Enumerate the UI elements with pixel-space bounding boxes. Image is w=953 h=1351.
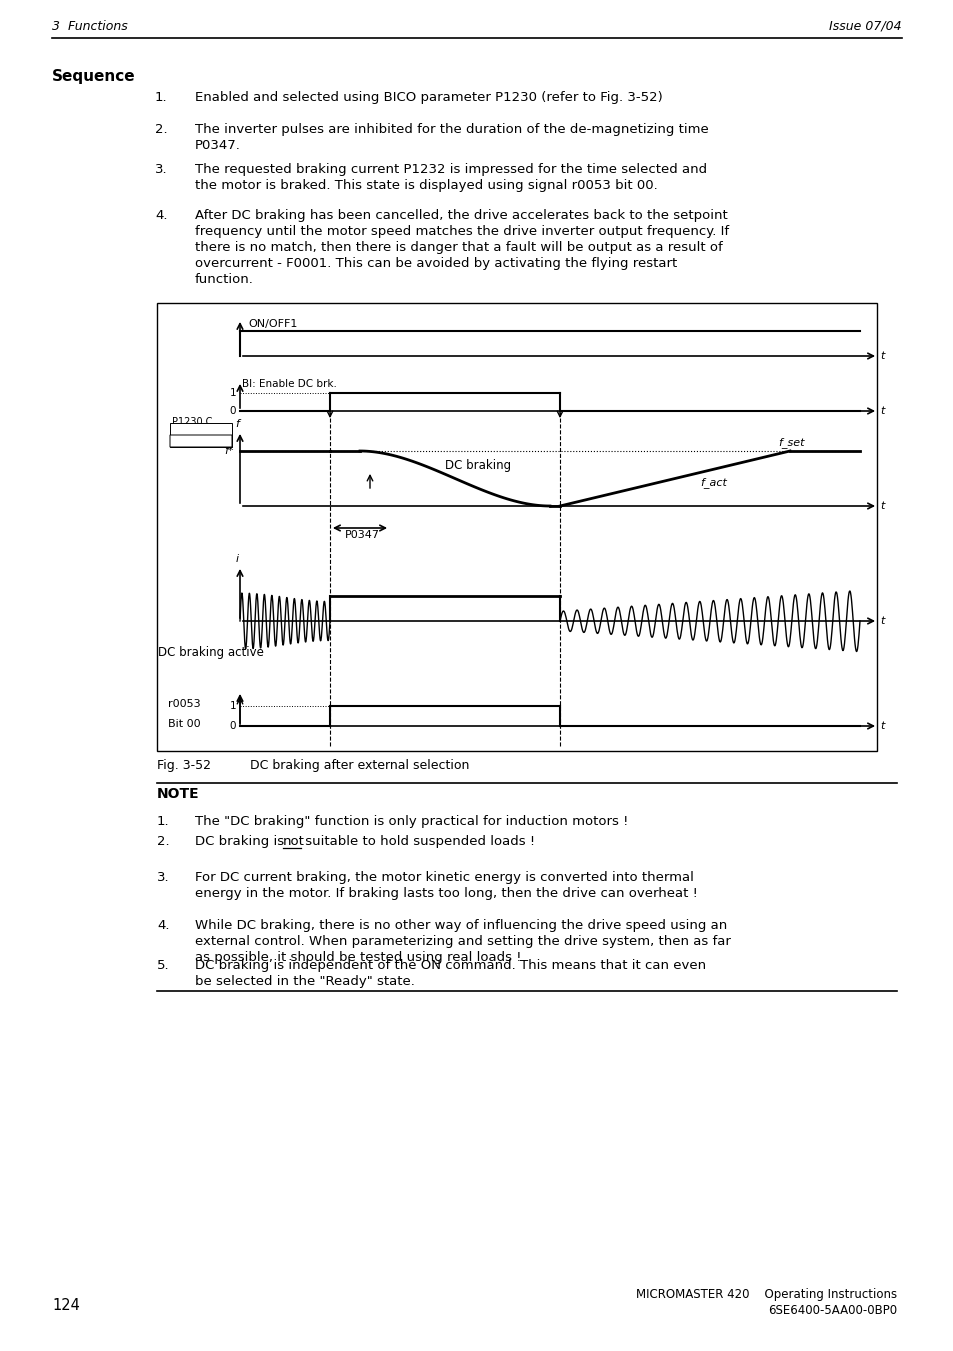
Text: t: t bbox=[879, 616, 883, 626]
Text: f: f bbox=[234, 419, 238, 430]
Text: 3.: 3. bbox=[154, 163, 168, 176]
FancyBboxPatch shape bbox=[170, 435, 232, 447]
Text: 6SE6400-5AA00-0BP0: 6SE6400-5AA00-0BP0 bbox=[767, 1304, 896, 1317]
Text: 4.: 4. bbox=[157, 919, 170, 932]
Text: The requested braking current P1232 is impressed for the time selected and: The requested braking current P1232 is i… bbox=[194, 163, 706, 176]
Text: Sequence: Sequence bbox=[52, 69, 135, 84]
Text: be selected in the "Ready" state.: be selected in the "Ready" state. bbox=[194, 975, 415, 988]
Text: t: t bbox=[879, 407, 883, 416]
Text: t: t bbox=[879, 351, 883, 361]
Text: energy in the motor. If braking lasts too long, then the drive can overheat !: energy in the motor. If braking lasts to… bbox=[194, 888, 698, 900]
Text: DC braking is independent of the ON command. This means that it can even: DC braking is independent of the ON comm… bbox=[194, 959, 705, 971]
Text: f_set: f_set bbox=[778, 438, 803, 449]
Text: 2.: 2. bbox=[154, 123, 168, 136]
Text: DC braking: DC braking bbox=[444, 459, 511, 471]
Text: 4.: 4. bbox=[154, 209, 168, 222]
Text: overcurrent - F0001. This can be avoided by activating the flying restart: overcurrent - F0001. This can be avoided… bbox=[194, 257, 677, 270]
Text: DC braking active: DC braking active bbox=[158, 646, 264, 659]
Text: Enabled and selected using BICO parameter P1230 (refer to Fig. 3-52): Enabled and selected using BICO paramete… bbox=[194, 91, 662, 104]
Text: t: t bbox=[879, 501, 883, 511]
Text: DC braking is: DC braking is bbox=[194, 835, 288, 848]
Text: After DC braking has been cancelled, the drive accelerates back to the setpoint: After DC braking has been cancelled, the… bbox=[194, 209, 727, 222]
Text: MICROMASTER 420    Operating Instructions: MICROMASTER 420 Operating Instructions bbox=[636, 1288, 896, 1301]
Text: suitable to hold suspended loads !: suitable to hold suspended loads ! bbox=[301, 835, 535, 848]
Text: 0: 0 bbox=[230, 407, 235, 416]
Text: function.: function. bbox=[194, 273, 253, 286]
Text: the motor is braked. This state is displayed using signal r0053 bit 00.: the motor is braked. This state is displ… bbox=[194, 178, 657, 192]
Text: as possible, it should be tested using real loads !: as possible, it should be tested using r… bbox=[194, 951, 521, 965]
Text: f_act: f_act bbox=[700, 477, 726, 488]
Text: 1.: 1. bbox=[157, 815, 170, 828]
Text: BI: Enable DC brk.: BI: Enable DC brk. bbox=[242, 380, 336, 389]
Text: (0:0): (0:0) bbox=[182, 431, 205, 440]
Text: P0347: P0347 bbox=[344, 530, 379, 540]
Text: DC braking after external selection: DC braking after external selection bbox=[250, 759, 469, 771]
Bar bbox=[157, 303, 876, 751]
Bar bbox=[170, 435, 232, 447]
Text: The "DC braking" function is only practical for induction motors !: The "DC braking" function is only practi… bbox=[194, 815, 628, 828]
Text: frequency until the motor speed matches the drive inverter output frequency. If: frequency until the motor speed matches … bbox=[194, 226, 728, 238]
Text: 1: 1 bbox=[229, 701, 235, 711]
Text: Bit 00: Bit 00 bbox=[168, 719, 200, 730]
Text: 3.: 3. bbox=[157, 871, 170, 884]
Text: not: not bbox=[283, 835, 305, 848]
Text: 3  Functions: 3 Functions bbox=[52, 19, 128, 32]
Text: r0053: r0053 bbox=[168, 698, 200, 709]
Text: While DC braking, there is no other way of influencing the drive speed using an: While DC braking, there is no other way … bbox=[194, 919, 726, 932]
Text: external control. When parameterizing and setting the drive system, then as far: external control. When parameterizing an… bbox=[194, 935, 730, 948]
Text: P1230.C: P1230.C bbox=[172, 417, 213, 427]
Text: 1: 1 bbox=[229, 388, 235, 399]
Text: i: i bbox=[235, 554, 238, 563]
Text: Issue 07/04: Issue 07/04 bbox=[828, 19, 901, 32]
Text: ON/OFF1: ON/OFF1 bbox=[248, 319, 297, 330]
Text: 2.: 2. bbox=[157, 835, 170, 848]
Bar bbox=[170, 423, 232, 435]
Text: Fig. 3-52: Fig. 3-52 bbox=[157, 759, 211, 771]
Text: f*: f* bbox=[224, 446, 233, 457]
Text: The inverter pulses are inhibited for the duration of the de-magnetizing time: The inverter pulses are inhibited for th… bbox=[194, 123, 708, 136]
Text: NOTE: NOTE bbox=[157, 788, 199, 801]
Text: 5.: 5. bbox=[157, 959, 170, 971]
Text: t: t bbox=[879, 721, 883, 731]
Text: P0347.: P0347. bbox=[194, 139, 240, 153]
Text: 124: 124 bbox=[52, 1298, 80, 1313]
Text: 1.: 1. bbox=[154, 91, 168, 104]
Text: For DC current braking, the motor kinetic energy is converted into thermal: For DC current braking, the motor kineti… bbox=[194, 871, 693, 884]
Text: 0: 0 bbox=[230, 721, 235, 731]
Text: there is no match, then there is danger that a fault will be output as a result : there is no match, then there is danger … bbox=[194, 240, 722, 254]
